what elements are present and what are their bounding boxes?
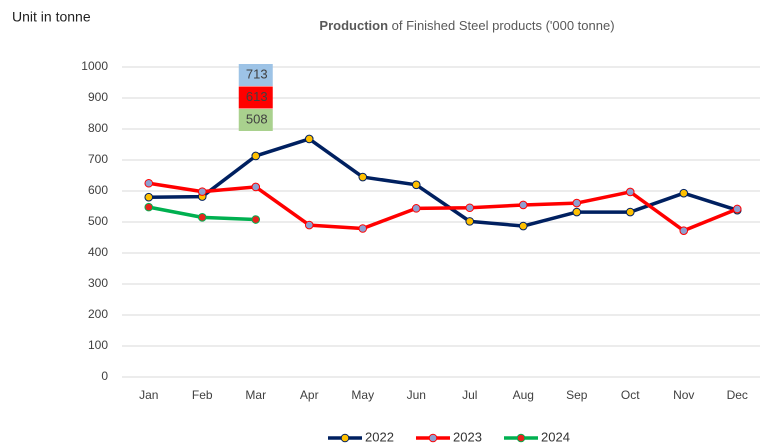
y-tick-label: 700 [88, 152, 108, 166]
marker [465, 217, 475, 226]
marker [251, 151, 261, 161]
marker [679, 226, 689, 235]
data-label: 508 [246, 111, 268, 126]
marker [144, 178, 154, 188]
marker [251, 215, 261, 224]
marker [197, 213, 207, 222]
y-tick-label: 400 [88, 245, 108, 259]
x-tick-label: Jan [139, 388, 158, 402]
legend-label: 2023 [453, 429, 482, 444]
series-line [148, 137, 738, 228]
data-label: 713 [246, 66, 268, 81]
marker [518, 200, 528, 210]
x-tick-label: Mar [245, 388, 266, 402]
legend-marker [516, 433, 526, 443]
series-line [148, 181, 738, 233]
y-tick-label: 800 [88, 121, 108, 135]
marker [197, 187, 207, 196]
legend-label: 2024 [541, 429, 570, 444]
marker [304, 134, 314, 144]
x-tick-label: Jul [462, 388, 477, 402]
data-label-box [238, 109, 273, 131]
marker [572, 198, 582, 208]
y-tick-label: 300 [88, 276, 108, 290]
marker [358, 172, 368, 182]
marker [625, 187, 635, 197]
y-tick-label: 900 [88, 90, 108, 104]
marker [679, 188, 689, 198]
data-label-box [238, 86, 273, 109]
x-tick-label: Nov [673, 388, 694, 402]
title-bold: Production [319, 18, 388, 33]
chart-title: Production of Finished Steel products ('… [319, 18, 614, 33]
x-tick-label: Aug [513, 388, 534, 402]
title-rest: of Finished Steel products ('000 tonne) [392, 18, 615, 33]
y-tick-label: 0 [101, 369, 108, 383]
marker [144, 202, 154, 212]
unit-label: Unit in tonne [12, 9, 91, 25]
x-tick-label: May [351, 388, 374, 402]
marker [358, 224, 368, 233]
x-tick-label: Sep [566, 388, 588, 402]
y-tick-label: 100 [88, 338, 108, 352]
marker [411, 204, 421, 213]
legend-marker [428, 433, 438, 443]
x-tick-label: Jun [407, 388, 426, 402]
marker [251, 182, 261, 192]
legend-marker [340, 433, 350, 443]
x-tick-label: Dec [727, 388, 748, 402]
y-tick-label: 200 [88, 307, 108, 321]
data-label-box [238, 64, 273, 86]
marker [465, 203, 475, 213]
data-label: 613 [246, 89, 268, 104]
y-tick-label: 600 [88, 183, 108, 197]
marker [304, 220, 314, 230]
y-tick-label: 1000 [81, 59, 108, 73]
marker [411, 180, 421, 190]
x-tick-label: Feb [192, 388, 213, 402]
y-tick-label: 500 [88, 214, 108, 228]
legend-label: 2022 [365, 429, 394, 444]
marker [732, 204, 742, 214]
marker [572, 207, 582, 217]
marker [518, 221, 528, 231]
x-tick-label: Oct [621, 388, 640, 402]
marker [625, 207, 635, 217]
marker [144, 192, 154, 202]
x-tick-label: Apr [300, 388, 319, 402]
